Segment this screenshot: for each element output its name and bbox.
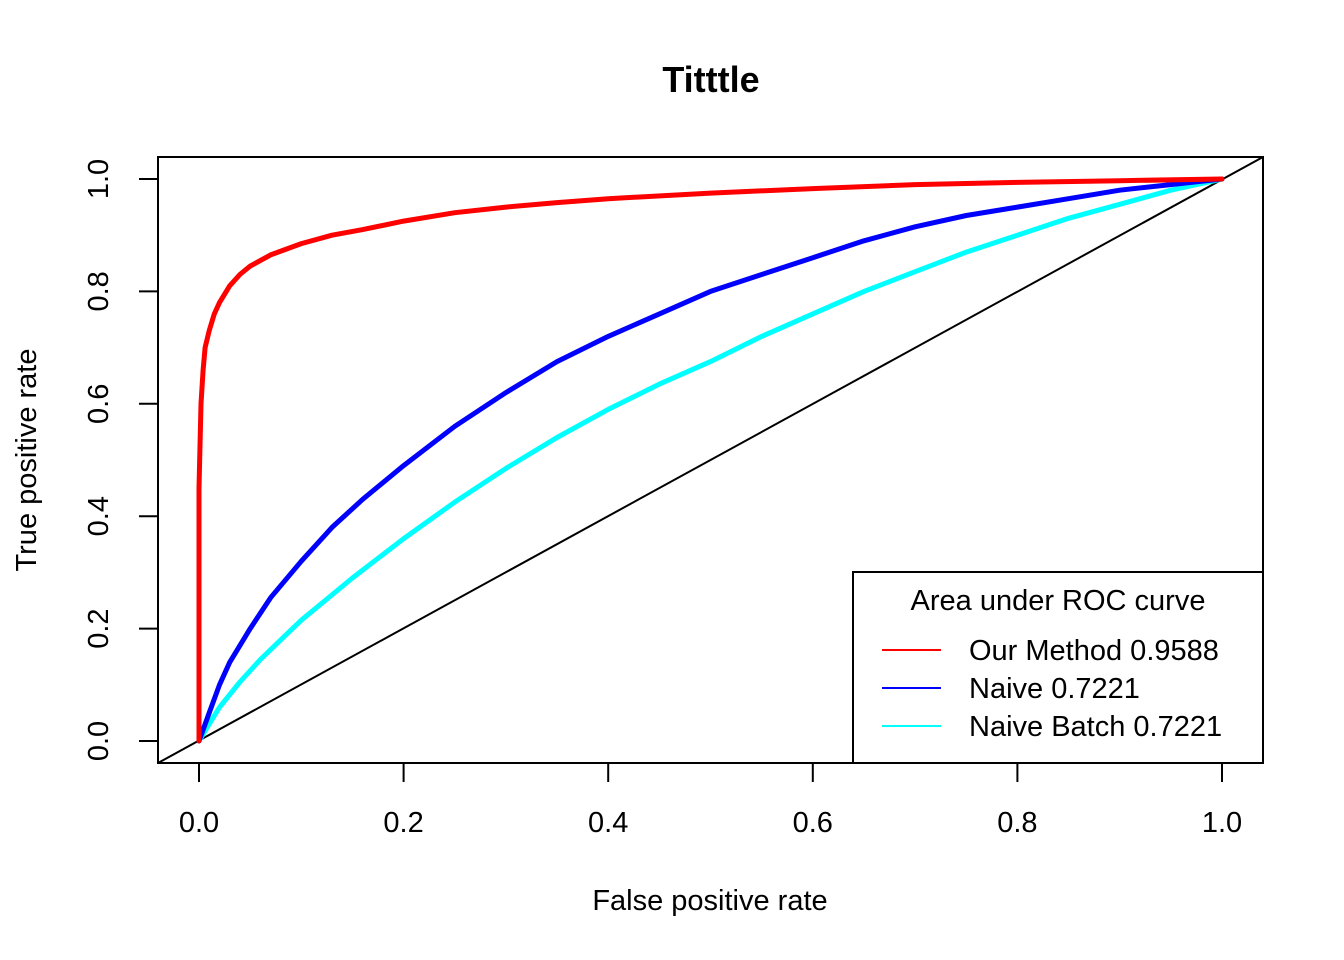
legend-label-2: Naive 0.7221 bbox=[969, 673, 1140, 705]
chart-title: Titttle bbox=[662, 59, 759, 100]
y-tick-label: 0.6 bbox=[83, 384, 115, 424]
plot-area bbox=[157, 156, 1264, 764]
series-line-1 bbox=[196, 176, 1225, 744]
series-line-3 bbox=[196, 176, 1225, 744]
legend: Area under ROC curve Our Method 0.9588 Na… bbox=[852, 571, 1264, 764]
legend-label-3: Naive Batch 0.7221 bbox=[969, 711, 1222, 743]
diagonal-reference-line bbox=[157, 156, 1264, 764]
series-line-2 bbox=[196, 176, 1225, 744]
x-tick-label: 0.4 bbox=[588, 807, 628, 839]
plot-frame bbox=[157, 156, 1264, 764]
x-axis: 0.0 0.2 0.4 0.6 0.8 1.0 bbox=[179, 763, 1242, 839]
y-tick-label: 1.0 bbox=[83, 159, 115, 199]
legend-box bbox=[852, 571, 1264, 764]
x-tick-label: 0.8 bbox=[997, 807, 1037, 839]
x-tick-label: 0.6 bbox=[793, 807, 833, 839]
legend-title: Area under ROC curve bbox=[911, 585, 1206, 617]
x-axis-label: False positive rate bbox=[592, 885, 827, 917]
y-axis: 0.0 0.2 0.4 0.6 0.8 1.0 bbox=[83, 159, 158, 761]
x-tick-label: 1.0 bbox=[1202, 807, 1242, 839]
y-tick-label: 0.8 bbox=[83, 271, 115, 311]
y-tick-label: 0.2 bbox=[83, 608, 115, 648]
y-tick-label: 0.0 bbox=[83, 721, 115, 761]
x-tick-label: 0.0 bbox=[179, 807, 219, 839]
y-axis-label: True positive rate bbox=[11, 349, 43, 572]
y-tick-label: 0.4 bbox=[83, 496, 115, 536]
x-tick-label: 0.2 bbox=[383, 807, 423, 839]
legend-label-1: Our Method 0.9588 bbox=[969, 635, 1219, 667]
